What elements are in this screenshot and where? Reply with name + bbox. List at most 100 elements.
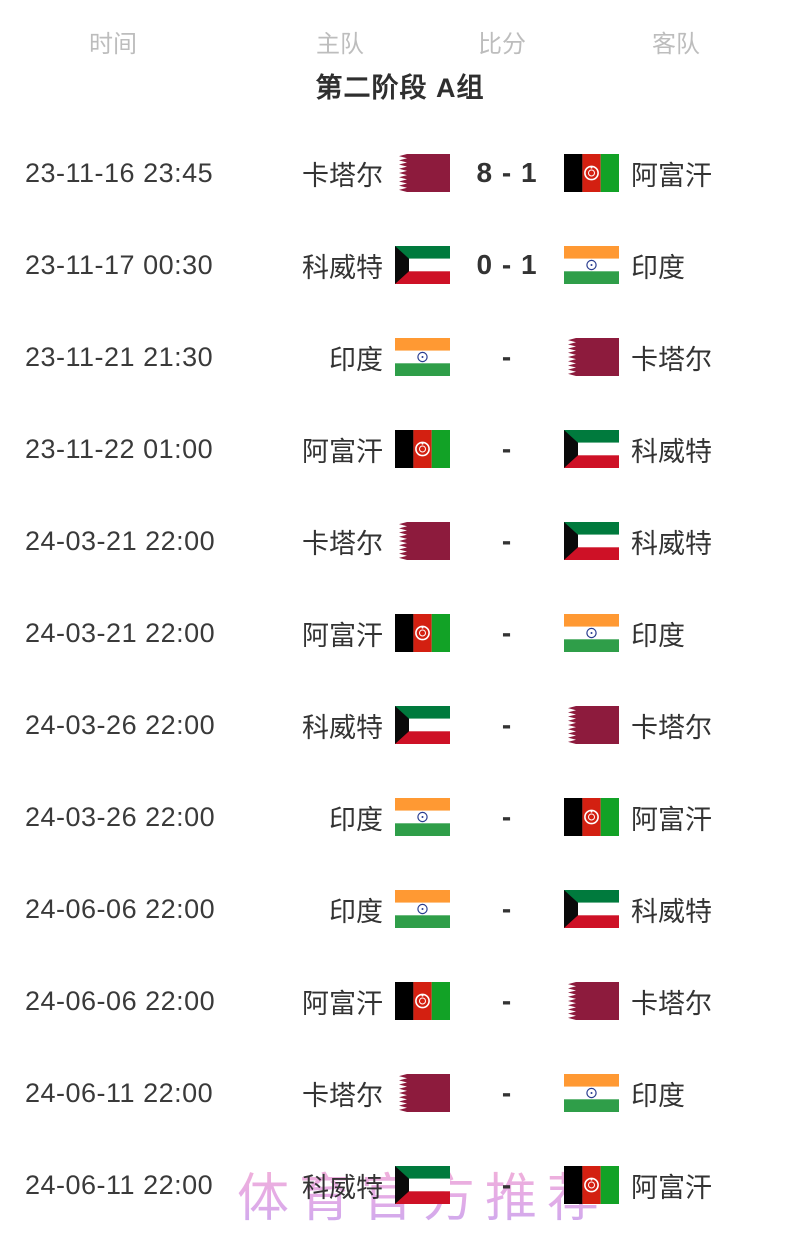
match-score: - — [501, 985, 513, 1016]
afghanistan-flag-icon — [564, 798, 619, 836]
home-team-name: 印度 — [329, 344, 383, 375]
match-row[interactable]: 23-11-22 01:00 阿富汗 - 科威特 — [0, 403, 800, 495]
match-time: 23-11-21 21:30 — [25, 341, 214, 372]
home-team-cell: 印度 — [260, 798, 450, 837]
match-score: - — [501, 433, 513, 464]
home-team-cell: 科威特 — [260, 706, 450, 745]
away-team-name: 阿富汗 — [631, 804, 712, 835]
away-team-cell: 印度 — [564, 1074, 685, 1113]
match-time: 24-03-21 22:00 — [25, 525, 216, 556]
away-team-name: 阿富汗 — [631, 1172, 712, 1203]
india-flag-icon — [395, 338, 450, 376]
kuwait-flag-icon — [395, 246, 450, 284]
match-score: 8 - 1 — [476, 157, 538, 188]
home-team-cell: 阿富汗 — [260, 614, 450, 653]
india-flag-icon — [395, 890, 450, 928]
home-team-name: 卡塔尔 — [302, 528, 383, 559]
match-row[interactable]: 24-03-26 22:00 印度 - 阿富汗 — [0, 771, 800, 863]
match-time: 23-11-22 01:00 — [25, 433, 214, 464]
away-team-cell: 印度 — [564, 614, 685, 653]
kuwait-flag-icon — [564, 890, 619, 928]
away-team-name: 阿富汗 — [631, 160, 712, 191]
away-team-cell: 科威特 — [564, 522, 712, 561]
column-header-home: 主队 — [316, 31, 364, 58]
match-score: - — [501, 801, 513, 832]
home-team-cell: 印度 — [260, 890, 450, 929]
home-team-name: 阿富汗 — [302, 436, 383, 467]
qatar-flag-icon — [395, 154, 450, 192]
home-team-name: 印度 — [329, 896, 383, 927]
india-flag-icon — [564, 1074, 619, 1112]
match-time: 23-11-16 23:45 — [25, 157, 214, 188]
match-score: - — [501, 709, 513, 740]
away-team-cell: 印度 — [564, 246, 685, 285]
match-time: 23-11-17 00:30 — [25, 249, 214, 280]
kuwait-flag-icon — [564, 522, 619, 560]
kuwait-flag-icon — [395, 1166, 450, 1204]
match-time: 24-03-26 22:00 — [25, 709, 216, 740]
qatar-flag-icon — [564, 338, 619, 376]
away-team-name: 印度 — [631, 1080, 685, 1111]
match-score: - — [501, 1169, 513, 1200]
away-team-cell: 阿富汗 — [564, 154, 712, 193]
match-score: - — [501, 893, 513, 924]
kuwait-flag-icon — [564, 430, 619, 468]
table-column-headers: 时间 主队 比分 客队 — [0, 0, 800, 58]
qatar-flag-icon — [564, 706, 619, 744]
match-time: 24-06-11 22:00 — [25, 1169, 214, 1200]
away-team-name: 卡塔尔 — [631, 712, 712, 743]
away-team-name: 卡塔尔 — [631, 344, 712, 375]
away-team-name: 科威特 — [631, 528, 712, 559]
india-flag-icon — [564, 614, 619, 652]
group-title: 第二阶段 A组 — [315, 73, 485, 103]
match-score: - — [501, 341, 513, 372]
home-team-name: 阿富汗 — [302, 620, 383, 651]
away-team-cell: 阿富汗 — [564, 1166, 712, 1205]
match-row[interactable]: 23-11-16 23:45 卡塔尔 8 - 1 阿富汗 — [0, 127, 800, 219]
match-row[interactable]: 24-03-26 22:00 科威特 - 卡塔尔 — [0, 679, 800, 771]
home-team-name: 阿富汗 — [302, 988, 383, 1019]
away-team-name: 印度 — [631, 252, 685, 283]
match-time: 24-03-21 22:00 — [25, 617, 216, 648]
match-row[interactable]: 24-06-11 22:00 科威特 - 阿富汗 — [0, 1139, 800, 1231]
match-row[interactable]: 23-11-17 00:30 科威特 0 - 1 印度 — [0, 219, 800, 311]
away-team-cell: 卡塔尔 — [564, 706, 712, 745]
qatar-flag-icon — [564, 982, 619, 1020]
match-row[interactable]: 24-06-06 22:00 阿富汗 - 卡塔尔 — [0, 955, 800, 1047]
home-team-name: 科威特 — [302, 1172, 383, 1203]
away-team-name: 科威特 — [631, 896, 712, 927]
match-row[interactable]: 24-03-21 22:00 卡塔尔 - 科威特 — [0, 495, 800, 587]
away-team-name: 卡塔尔 — [631, 988, 712, 1019]
match-time: 24-06-11 22:00 — [25, 1077, 214, 1108]
home-team-cell: 科威特 — [260, 246, 450, 285]
home-team-cell: 卡塔尔 — [260, 1074, 450, 1113]
away-team-cell: 阿富汗 — [564, 798, 712, 837]
home-team-name: 卡塔尔 — [302, 1080, 383, 1111]
afghanistan-flag-icon — [564, 1166, 619, 1204]
match-time: 24-03-26 22:00 — [25, 801, 216, 832]
column-header-away: 客队 — [652, 31, 700, 58]
home-team-name: 科威特 — [302, 712, 383, 743]
match-score: - — [501, 1077, 513, 1108]
away-team-cell: 卡塔尔 — [564, 982, 712, 1021]
kuwait-flag-icon — [395, 706, 450, 744]
away-team-cell: 卡塔尔 — [564, 338, 712, 377]
home-team-cell: 科威特 — [260, 1166, 450, 1205]
column-header-time: 时间 — [89, 31, 137, 58]
match-row[interactable]: 24-03-21 22:00 阿富汗 - 印度 — [0, 587, 800, 679]
match-row[interactable]: 24-06-11 22:00 卡塔尔 - 印度 — [0, 1047, 800, 1139]
column-header-score: 比分 — [478, 31, 526, 58]
match-score: - — [501, 617, 513, 648]
match-time: 24-06-06 22:00 — [25, 985, 216, 1016]
home-team-cell: 阿富汗 — [260, 982, 450, 1021]
afghanistan-flag-icon — [395, 982, 450, 1020]
match-list: 23-11-16 23:45 卡塔尔 8 - 1 阿富汗 23-11-17 00… — [0, 127, 800, 1231]
qatar-flag-icon — [395, 1074, 450, 1112]
away-team-name: 科威特 — [631, 436, 712, 467]
home-team-cell: 印度 — [260, 338, 450, 377]
afghanistan-flag-icon — [564, 154, 619, 192]
match-row[interactable]: 23-11-21 21:30 印度 - 卡塔尔 — [0, 311, 800, 403]
away-team-cell: 科威特 — [564, 890, 712, 929]
away-team-cell: 科威特 — [564, 430, 712, 469]
match-row[interactable]: 24-06-06 22:00 印度 - 科威特 — [0, 863, 800, 955]
